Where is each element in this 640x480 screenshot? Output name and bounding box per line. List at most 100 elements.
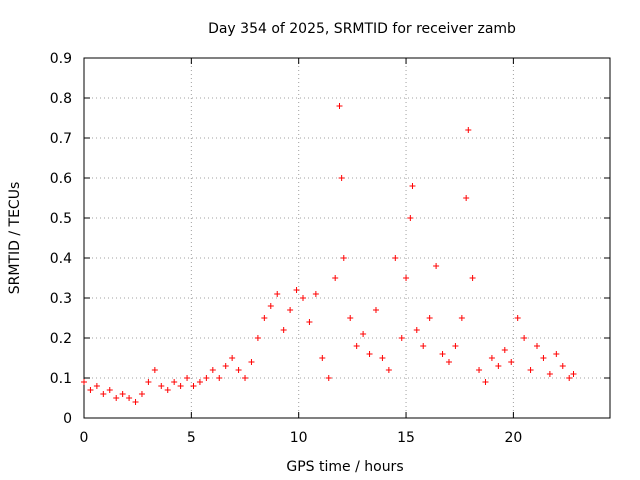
data-point	[463, 195, 470, 201]
data-point	[514, 315, 521, 321]
data-point	[299, 295, 306, 301]
data-point	[209, 367, 216, 373]
axis-ticks	[83, 57, 610, 419]
data-point	[280, 327, 287, 333]
y-tick-label: 0.4	[50, 251, 72, 267]
data-point	[407, 215, 414, 221]
data-point	[366, 351, 373, 357]
data-point	[106, 387, 113, 393]
data-point	[190, 383, 197, 389]
y-axis-label: SRMTID / TECUs	[7, 182, 23, 295]
y-tick-label: 0.2	[50, 331, 72, 347]
data-point	[338, 175, 345, 181]
y-tick-label: 0.3	[50, 291, 72, 307]
data-point	[184, 375, 191, 381]
data-point	[458, 315, 465, 321]
data-point	[151, 367, 158, 373]
y-tick-label: 0.6	[50, 171, 72, 187]
y-tick-label: 0.1	[50, 371, 72, 387]
data-point	[145, 379, 152, 385]
data-point	[546, 371, 553, 377]
y-tick-label: 0	[63, 411, 72, 427]
data-point	[138, 391, 145, 397]
data-point	[527, 367, 534, 373]
data-point	[229, 355, 236, 361]
plot-frame	[83, 57, 611, 419]
data-point	[267, 303, 274, 309]
data-point	[413, 327, 420, 333]
data-point	[469, 275, 476, 281]
data-point	[203, 375, 210, 381]
data-point	[465, 127, 472, 133]
data-point	[132, 399, 139, 405]
data-point	[372, 307, 379, 313]
x-tick-label: 0	[80, 430, 89, 446]
data-point	[347, 315, 354, 321]
data-point	[319, 355, 326, 361]
data-point	[379, 355, 386, 361]
data-point	[398, 335, 405, 341]
data-point	[119, 391, 126, 397]
data-point	[113, 395, 120, 401]
data-point	[409, 183, 416, 189]
grid	[83, 57, 610, 419]
data-point	[360, 331, 367, 337]
data-point	[392, 255, 399, 261]
data-point	[452, 343, 459, 349]
data-point	[177, 383, 184, 389]
data-point	[274, 291, 281, 297]
data-point	[254, 335, 261, 341]
data-point	[476, 367, 483, 373]
data-point	[235, 367, 242, 373]
data-point	[216, 375, 223, 381]
data-point	[521, 335, 528, 341]
y-tick-label: 0.9	[50, 51, 72, 67]
x-tick-label: 10	[290, 430, 308, 446]
data-point	[426, 315, 433, 321]
data-point	[482, 379, 489, 385]
data-point	[433, 263, 440, 269]
data-point	[164, 387, 171, 393]
data-point	[495, 363, 502, 369]
data-point	[559, 363, 566, 369]
data-point	[340, 255, 347, 261]
data-point	[566, 375, 573, 381]
data-point	[100, 391, 107, 397]
x-tick-label: 20	[504, 430, 522, 446]
data-point	[287, 307, 294, 313]
series-srmtid	[81, 103, 577, 405]
data-point	[248, 359, 255, 365]
data-point	[508, 359, 515, 365]
data-point	[534, 343, 541, 349]
data-point	[501, 347, 508, 353]
x-axis-label: GPS time / hours	[286, 459, 403, 475]
data-point	[336, 103, 343, 109]
data-point	[439, 351, 446, 357]
data-point	[171, 379, 178, 385]
data-point	[445, 359, 452, 365]
data-point	[158, 383, 165, 389]
data-point	[222, 363, 229, 369]
data-point	[261, 315, 268, 321]
data-point	[353, 343, 360, 349]
chart-title: Day 354 of 2025, SRMTID for receiver zam…	[208, 21, 516, 37]
data-point	[403, 275, 410, 281]
data-point	[126, 395, 133, 401]
data-point	[81, 379, 87, 385]
y-tick-label: 0.7	[50, 131, 72, 147]
data-point	[420, 343, 427, 349]
x-tick-label: 15	[397, 430, 415, 446]
data-point	[540, 355, 547, 361]
data-point	[570, 371, 577, 377]
data-point	[325, 375, 332, 381]
data-point	[385, 367, 392, 373]
data-point	[293, 287, 300, 293]
data-point	[306, 319, 313, 325]
x-tick-label: 5	[187, 430, 196, 446]
data-point	[242, 375, 249, 381]
data-point	[332, 275, 339, 281]
data-point	[196, 379, 203, 385]
data-point	[93, 383, 100, 389]
y-tick-label: 0.5	[50, 211, 72, 227]
